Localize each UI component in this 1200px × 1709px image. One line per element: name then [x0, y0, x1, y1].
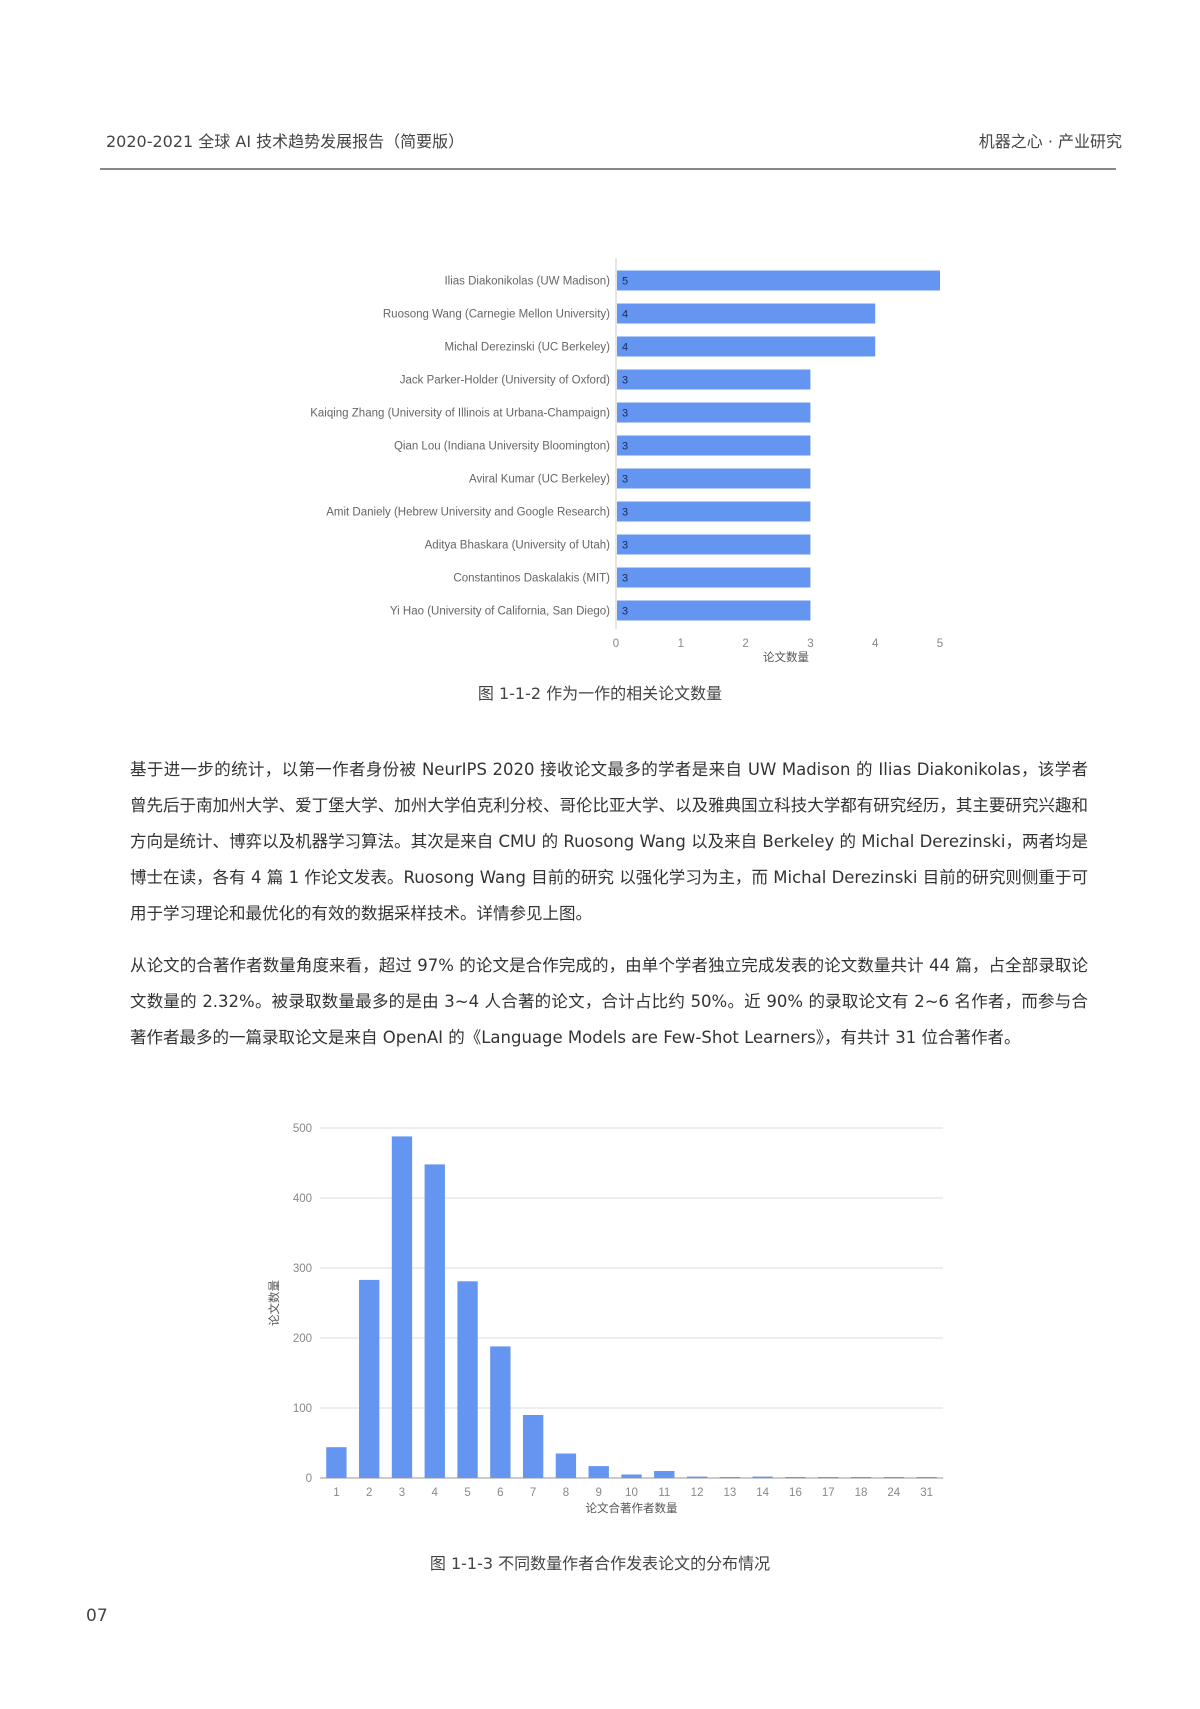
paragraph-1: 基于进一步的统计，以第一作者身份被 NeurIPS 2020 接收论文最多的学者… — [130, 760, 1088, 923]
x-tick-label: 0 — [613, 638, 619, 650]
x-tick-label: 7 — [530, 1487, 536, 1499]
y-axis-title: 论文数量 — [267, 1280, 281, 1326]
figure1-caption: 图 1-1-2 作为一作的相关论文数量 — [477, 684, 723, 703]
x-tick-label: 10 — [625, 1487, 638, 1499]
data-label: 3 — [622, 408, 628, 420]
bar — [785, 1477, 806, 1478]
bar — [850, 1477, 872, 1478]
data-label: 3 — [622, 375, 628, 387]
bar — [617, 534, 811, 555]
header-divider — [100, 168, 1116, 170]
category-label: Ruosong Wang (Carnegie Mellon University… — [383, 309, 610, 321]
x-tick-label: 5 — [937, 638, 943, 650]
y-tick-label: 100 — [293, 1403, 312, 1415]
first-author-bar-chart: Ilias Diakonikolas (UW Madison) 5 Ruosong … — [310, 258, 943, 664]
bar — [555, 1453, 577, 1478]
bar — [621, 1474, 642, 1478]
bar — [654, 1471, 675, 1478]
category-label: Jack Parker-Holder (University of Oxford… — [400, 375, 610, 387]
data-label: 3 — [622, 606, 628, 618]
x-tick-label: 9 — [596, 1487, 602, 1499]
category-label: Amit Daniely (Hebrew University and Goog… — [326, 507, 610, 519]
bar — [391, 1136, 413, 1478]
bar — [588, 1466, 609, 1478]
bar — [617, 600, 811, 621]
bar — [490, 1346, 511, 1478]
x-tick-label: 6 — [497, 1487, 503, 1499]
bar — [617, 468, 811, 489]
x-tick-label: 5 — [464, 1487, 470, 1499]
x-tick-label: 1 — [678, 638, 684, 650]
category-label: Qian Lou (Indiana University Bloomington… — [394, 441, 610, 453]
x-tick-label: 3 — [399, 1487, 405, 1499]
report-title: 2020-2021 全球 AI 技术趋势发展报告（简要版） — [106, 132, 465, 151]
data-label: 5 — [622, 276, 628, 288]
category-label: Michal Derezinski (UC Berkeley) — [444, 342, 610, 354]
bar — [617, 402, 811, 423]
bar — [617, 303, 876, 324]
figure2-caption: 图 1-1-3 不同数量作者合作发表论文的分布情况 — [429, 1554, 771, 1573]
data-label: 4 — [622, 309, 628, 321]
bar — [818, 1477, 839, 1478]
bar — [617, 270, 940, 291]
x-tick-label: 3 — [807, 638, 813, 650]
bar — [617, 501, 811, 522]
page-number: 07 — [86, 1606, 108, 1626]
bar — [617, 435, 811, 456]
category-label: Kaiqing Zhang (University of Illinois at… — [310, 408, 610, 420]
data-label: 3 — [622, 474, 628, 486]
category-label: Constantinos Daskalakis (MIT) — [453, 573, 610, 585]
paragraph-2: 从论文的合著作者数量角度来看，超过 97% 的论文是合作完成的，由单个学者独立完… — [130, 956, 1088, 1047]
bar — [457, 1281, 478, 1478]
bar — [617, 369, 811, 390]
bar — [719, 1477, 741, 1478]
category-label: Yi Hao (University of California, San Di… — [390, 606, 610, 618]
x-axis-title: 论文合著作者数量 — [586, 1501, 678, 1515]
x-axis-title: 论文数量 — [763, 650, 809, 664]
x-tick-label: 4 — [432, 1487, 439, 1499]
category-label: Aditya Bhaskara (University of Utah) — [425, 540, 611, 552]
x-tick-label: 14 — [756, 1487, 769, 1499]
x-tick-label: 8 — [563, 1487, 569, 1499]
x-tick-label: 31 — [920, 1487, 933, 1499]
category-label: Aviral Kumar (UC Berkeley) — [469, 474, 610, 486]
x-tick-label: 17 — [822, 1487, 835, 1499]
data-label: 3 — [622, 573, 628, 585]
bar — [359, 1279, 380, 1478]
x-tick-label: 18 — [855, 1487, 868, 1499]
y-tick-label: 200 — [293, 1333, 312, 1345]
bar — [617, 336, 876, 357]
data-label: 3 — [622, 540, 628, 552]
x-tick-label: 16 — [789, 1487, 802, 1499]
bar — [752, 1476, 773, 1478]
y-tick-label: 400 — [293, 1193, 312, 1205]
x-tick-label: 11 — [658, 1487, 670, 1499]
category-label: Ilias Diakonikolas (UW Madison) — [444, 276, 610, 288]
data-label: 3 — [622, 441, 628, 453]
bar — [883, 1477, 904, 1478]
bar — [617, 567, 811, 588]
data-label: 4 — [622, 342, 628, 354]
x-tick-label: 2 — [742, 638, 748, 650]
bar — [326, 1447, 347, 1478]
y-tick-label: 300 — [293, 1263, 312, 1275]
bar — [916, 1477, 937, 1478]
bar — [424, 1164, 445, 1478]
y-tick-label: 0 — [306, 1473, 312, 1485]
publisher-name: 机器之心 · 产业研究 — [978, 132, 1122, 151]
x-tick-label: 2 — [366, 1487, 372, 1499]
x-tick-label: 13 — [723, 1487, 736, 1499]
bar — [686, 1476, 708, 1478]
x-tick-label: 4 — [872, 638, 879, 650]
bar — [522, 1415, 544, 1478]
y-tick-label: 500 — [293, 1123, 312, 1135]
x-tick-label: 12 — [691, 1487, 704, 1499]
x-tick-label: 24 — [887, 1487, 900, 1499]
x-tick-label: 1 — [333, 1487, 339, 1499]
data-label: 3 — [622, 507, 628, 519]
